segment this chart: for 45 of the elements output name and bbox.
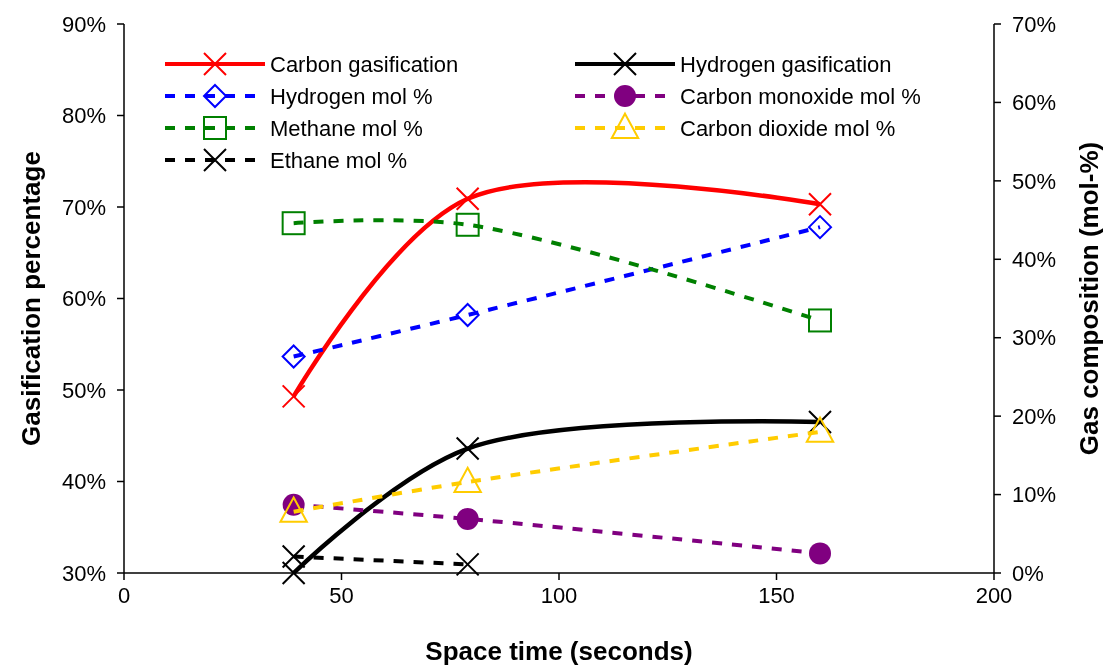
point	[808, 192, 832, 217]
point	[455, 302, 480, 327]
point	[281, 544, 306, 569]
point	[455, 436, 480, 461]
legend-label: Hydrogen gasification	[680, 51, 892, 77]
point	[281, 561, 306, 585]
point	[281, 211, 306, 236]
point	[455, 552, 480, 577]
x-tick-label: 100	[540, 583, 578, 608]
y2-tick-label: 10%	[1012, 482, 1057, 508]
y2-tick-label: 0%	[1012, 560, 1044, 586]
point	[808, 215, 832, 240]
y2-tick-label: 20%	[1012, 403, 1057, 429]
y-tick-label: 30%	[61, 560, 106, 586]
legend-label: Methane mol %	[270, 115, 423, 141]
y2-tick-label: 30%	[1012, 325, 1057, 351]
x-axis-title: Space time (seconds)	[425, 636, 693, 666]
legend-label: Carbon monoxide mol %	[680, 83, 921, 109]
x-tick-label: 0	[117, 583, 131, 608]
legend-label: Hydrogen mol %	[270, 83, 433, 109]
x-tick-label: 150	[758, 583, 795, 608]
x-tick-label: 50	[329, 583, 354, 608]
y2-tick-label: 60%	[1012, 90, 1057, 116]
point	[281, 384, 306, 409]
y-tick-label: 70%	[61, 194, 106, 220]
point	[456, 507, 479, 530]
point	[455, 186, 480, 211]
point	[808, 308, 832, 333]
point	[281, 344, 306, 369]
x-tick-label: 200	[975, 583, 1013, 608]
y2-axis-title: Gas composition (mol-%)	[1074, 141, 1104, 456]
y-tick-label: 90%	[61, 11, 106, 37]
y-tick-label: 60%	[61, 286, 106, 312]
point	[455, 212, 480, 237]
y2-tick-label: 70%	[1012, 11, 1057, 37]
y-tick-label: 40%	[61, 469, 106, 495]
legend-label: Carbon gasification	[270, 51, 459, 77]
y-axis-title: Gasification percentage	[16, 151, 46, 446]
y-tick-label: 50%	[61, 377, 106, 403]
y-tick-label: 80%	[61, 103, 106, 129]
legend-label: Carbon dioxide mol %	[680, 115, 896, 141]
legend-label: Ethane mol %	[270, 147, 407, 173]
point	[809, 542, 831, 565]
y2-tick-label: 50%	[1012, 168, 1057, 194]
y2-tick-label: 40%	[1012, 246, 1057, 272]
